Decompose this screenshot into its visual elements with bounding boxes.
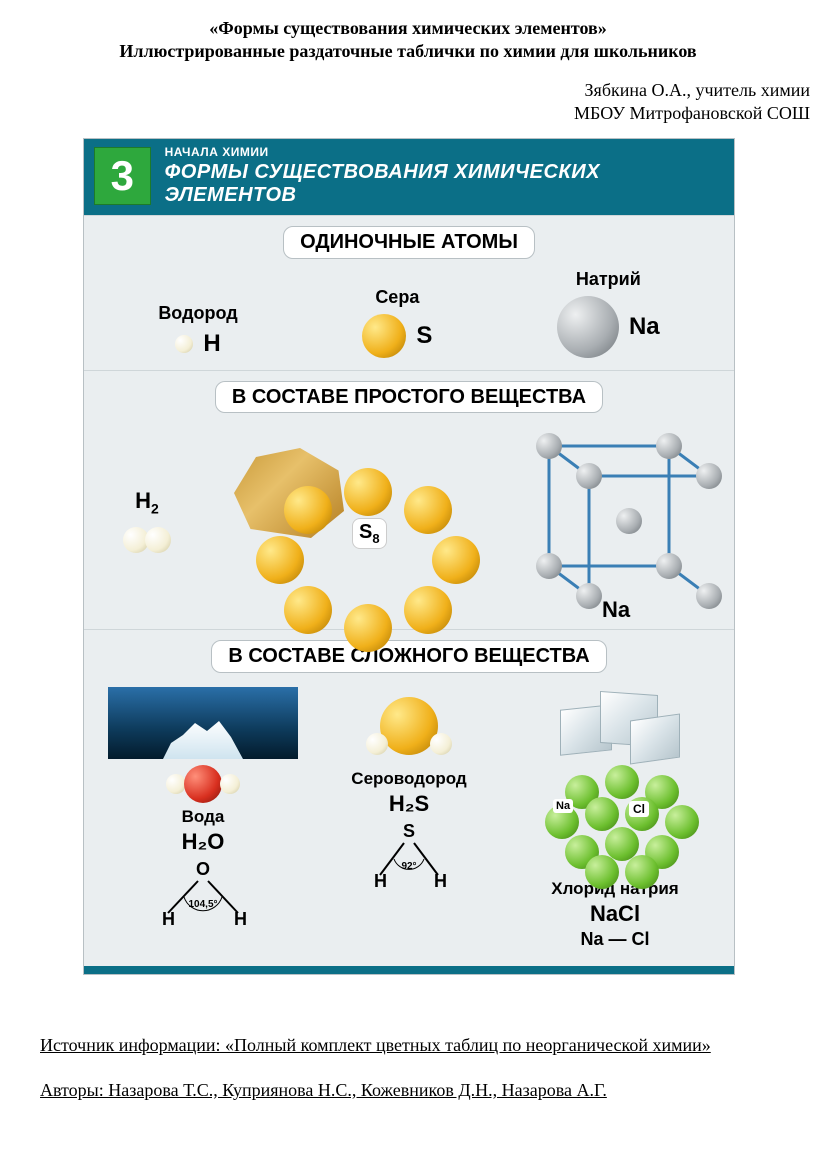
h2-molecule	[102, 527, 192, 558]
nacl-cluster: NaCl	[545, 765, 685, 875]
s8-formula: S8	[352, 518, 387, 549]
water-name: Вода	[103, 807, 303, 827]
h2s-formula: H₂S	[309, 791, 509, 817]
atom-symbol: Na	[629, 313, 660, 341]
poster-container: 3 НАЧАЛА ХИМИИ ФОРМЫ СУЩЕСТВОВАНИЯ ХИМИЧ…	[83, 138, 733, 975]
svg-text:H: H	[434, 871, 447, 891]
water-molecule	[103, 765, 303, 803]
section3-title: В СОСТАВЕ СЛОЖНОГО ВЕЩЕСТВА	[211, 640, 606, 673]
nacl-formula: NaCl	[515, 901, 715, 927]
na-lattice	[526, 423, 706, 593]
atom-hydrogen: Водород H	[158, 303, 237, 358]
salt-crystal	[530, 687, 700, 761]
svg-text:S: S	[403, 823, 415, 841]
na-formula: Na	[516, 597, 716, 623]
atom-name: Сера	[375, 287, 419, 308]
source-line: Источник информации: «Полный комплект цв…	[40, 1035, 776, 1056]
na-lattice-column: Na	[516, 423, 716, 623]
section-single-atoms: ОДИНОЧНЫЕ АТОМЫ Водород H Сера S	[84, 215, 734, 370]
nacl-column: NaCl Хлорид натрия NaCl Na — Cl	[515, 687, 715, 950]
section2-title: В СОСТАВЕ ПРОСТОГО ВЕЩЕСТВА	[215, 381, 603, 413]
svg-text:92°: 92°	[401, 861, 416, 872]
poster: 3 НАЧАЛА ХИМИИ ФОРМЫ СУЩЕСТВОВАНИЯ ХИМИЧ…	[83, 138, 735, 975]
sodium-sphere	[557, 296, 619, 358]
water-formula: H₂O	[103, 829, 303, 855]
hydrogen-sphere	[175, 335, 193, 353]
poster-series: НАЧАЛА ХИМИИ	[165, 145, 724, 159]
section1-title: ОДИНОЧНЫЕ АТОМЫ	[283, 226, 535, 259]
author-line-1: Зябкина О.А., учитель химии	[0, 80, 810, 101]
section-simple-substance: В СОСТАВЕ ПРОСТОГО ВЕЩЕСТВА H2 S8	[84, 370, 734, 629]
h2s-name: Сероводород	[309, 769, 509, 789]
section2-title-text: В СОСТАВЕ ПРОСТОГО ВЕЩЕСТВА	[232, 386, 586, 408]
h2s-structure: S 92° H H	[309, 823, 509, 896]
poster-title: ФОРМЫ СУЩЕСТВОВАНИЯ ХИМИЧЕСКИХ ЭЛЕМЕНТОВ	[165, 161, 724, 207]
section-complex-substance: В СОСТАВЕ СЛОЖНОГО ВЕЩЕСТВА Вода H₂O	[84, 629, 734, 966]
atom-sodium: Натрий Na	[557, 269, 660, 358]
poster-header: 3 НАЧАЛА ХИМИИ ФОРМЫ СУЩЕСТВОВАНИЯ ХИМИЧ…	[84, 139, 734, 215]
svg-text:104,5°: 104,5°	[188, 899, 217, 910]
poster-footer-strip	[84, 966, 734, 974]
iceberg-photo	[108, 687, 298, 759]
s8-column: S8	[204, 428, 504, 618]
water-structure: O 104,5° H H	[103, 861, 303, 934]
atoms-row: Водород H Сера S Натри	[96, 269, 722, 358]
atom-sulfur: Сера S	[362, 287, 432, 358]
nacl-bond: Na — Cl	[515, 929, 715, 950]
h2s-molecule	[309, 687, 509, 765]
doc-subtitle: Иллюстрированные раздаточные таблички по…	[40, 41, 776, 62]
sulfur-sphere	[362, 314, 406, 358]
svg-text:H: H	[374, 871, 387, 891]
atom-symbol: S	[416, 322, 432, 350]
doc-title: «Формы существования химических элементо…	[40, 18, 776, 39]
poster-number: 3	[94, 147, 151, 205]
complex-row: Вода H₂O O 104,5° H H	[96, 683, 722, 960]
atom-name: Натрий	[576, 269, 641, 290]
h2-formula: H2	[102, 488, 192, 516]
svg-text:O: O	[196, 861, 210, 879]
author-line-2: МБОУ Митрофановской СОШ	[0, 103, 810, 124]
authors-line: Авторы: Назарова Т.С., Куприянова Н.С., …	[40, 1080, 776, 1101]
simple-row: H2 S8 Na	[96, 423, 722, 623]
svg-text:H: H	[234, 909, 247, 929]
h2s-column: Сероводород H₂S S 92° H H	[309, 687, 509, 896]
atom-symbol: H	[203, 330, 220, 358]
h2-column: H2	[102, 488, 192, 557]
water-column: Вода H₂O O 104,5° H H	[103, 687, 303, 934]
document-page: «Формы существования химических элементо…	[0, 0, 816, 1121]
atom-name: Водород	[158, 303, 237, 324]
svg-text:H: H	[162, 909, 175, 929]
poster-header-text: НАЧАЛА ХИМИИ ФОРМЫ СУЩЕСТВОВАНИЯ ХИМИЧЕС…	[165, 145, 724, 207]
